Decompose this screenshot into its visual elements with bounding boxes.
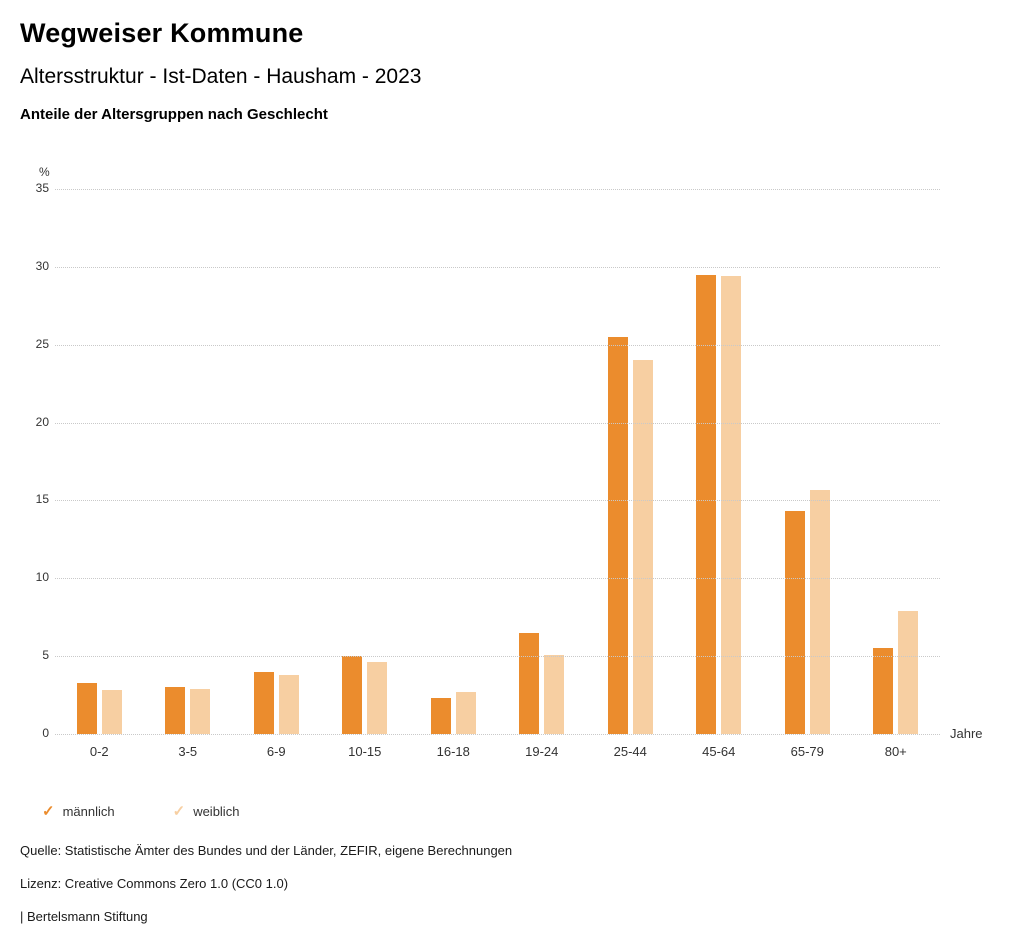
bar-group-10-15: 10-15 (321, 189, 410, 759)
x-tick-label: 80+ (884, 744, 907, 759)
source-text: Quelle: Statistische Ämter des Bundes un… (20, 843, 513, 858)
legend-item-maennlich[interactable]: ✓ männlich (42, 802, 115, 820)
attribution-text: | Bertelsmann Stiftung (20, 909, 148, 924)
bar-group-6-9: 6-9 (232, 189, 321, 759)
bar-männlich-6-9[interactable] (253, 671, 274, 734)
legend-label: weiblich (193, 803, 240, 819)
bar-weiblich-10-15[interactable] (367, 662, 388, 734)
bar-männlich-45-64[interactable] (696, 274, 717, 734)
gridline (55, 578, 940, 580)
bar-weiblich-19-24[interactable] (544, 654, 565, 734)
bar-männlich-25-44[interactable] (607, 336, 628, 734)
y-tick-label: 25 (35, 336, 49, 351)
x-tick-label: 3-5 (178, 744, 198, 759)
chart-title: Anteile der Altersgruppen nach Geschlech… (20, 106, 328, 123)
plot-area: % Jahre 0-2 3-5 6-9 10-15 16-18 19-24 25-44 45-… (36, 165, 983, 759)
legend-label: männlich (62, 803, 115, 819)
chart-legend: ✓ männlich ✓ weiblich (42, 802, 239, 820)
x-tick-label: 6-9 (266, 744, 286, 759)
page-title: Wegweiser Kommune (20, 18, 304, 48)
bar-männlich-10-15[interactable] (342, 656, 363, 734)
x-axis-label: Jahre (950, 726, 983, 741)
bar-weiblich-0-2[interactable] (101, 690, 122, 734)
bar-männlich-80+[interactable] (873, 648, 894, 734)
bar-weiblich-6-9[interactable] (278, 674, 299, 734)
bar-weiblich-25-44[interactable] (632, 360, 653, 734)
check-icon: ✓ (42, 803, 55, 820)
gridline (55, 734, 940, 735)
x-tick-label: 10-15 (348, 744, 382, 759)
bar-männlich-65-79[interactable] (784, 511, 805, 734)
bar-group-3-5: 3-5 (144, 189, 233, 759)
bar-groups: 0-2 3-5 6-9 10-15 16-18 19-24 25-44 45-64 65-79 8… (55, 189, 941, 759)
x-tick-label: 19-24 (525, 744, 559, 759)
bar-group-45-64: 45-64 (675, 189, 764, 759)
page-subtitle: Altersstruktur - Ist-Daten - Hausham - 2… (20, 65, 422, 88)
bar-weiblich-3-5[interactable] (190, 688, 211, 734)
bar-group-0-2: 0-2 (55, 189, 144, 759)
bar-group-65-79: 65-79 (763, 189, 852, 759)
gridline (55, 500, 940, 502)
y-tick-label: 15 (35, 492, 49, 507)
y-tick-label: 30 (35, 258, 49, 273)
x-tick-label: 45-64 (702, 744, 736, 759)
check-icon: ✓ (172, 803, 186, 820)
bar-chart: % Jahre 0-2 3-5 6-9 10-15 16-18 19-24 25-44 45-… (36, 159, 983, 799)
footer: Quelle: Statistische Ämter des Bundes un… (20, 843, 512, 942)
bar-group-16-18: 16-18 (409, 189, 498, 759)
y-axis-unit-label: % (39, 165, 50, 179)
x-tick-label: 0-2 (89, 744, 109, 759)
bar-group-19-24: 19-24 (498, 189, 587, 759)
bar-group-80+: 80+ (852, 189, 941, 759)
bar-männlich-0-2[interactable] (76, 682, 97, 734)
license-text: Lizenz: Creative Commons Zero 1.0 (CC0 1… (20, 876, 289, 891)
gridline (55, 189, 940, 190)
bar-männlich-3-5[interactable] (165, 687, 186, 734)
y-tick-label: 10 (35, 570, 49, 585)
legend-item-weiblich[interactable]: ✓ weiblich (173, 802, 240, 820)
bar-weiblich-80+[interactable] (898, 611, 919, 734)
bar-männlich-19-24[interactable] (519, 632, 540, 734)
y-tick-label: 0 (42, 726, 49, 740)
y-tick-label: 35 (35, 181, 49, 195)
bar-weiblich-65-79[interactable] (809, 489, 830, 734)
bar-weiblich-45-64[interactable] (721, 276, 742, 734)
gridline (55, 656, 940, 658)
x-tick-label: 16-18 (436, 744, 470, 759)
bar-weiblich-16-18[interactable] (455, 691, 476, 734)
x-tick-label: 25-44 (613, 744, 647, 759)
gridline (55, 266, 940, 268)
gridline (55, 422, 940, 424)
y-tick-label: 5 (42, 648, 49, 663)
gridline (55, 344, 940, 346)
bar-männlich-16-18[interactable] (430, 698, 451, 734)
bar-group-25-44: 25-44 (586, 189, 675, 759)
x-tick-label: 65-79 (790, 744, 824, 759)
y-tick-label: 20 (35, 414, 49, 429)
